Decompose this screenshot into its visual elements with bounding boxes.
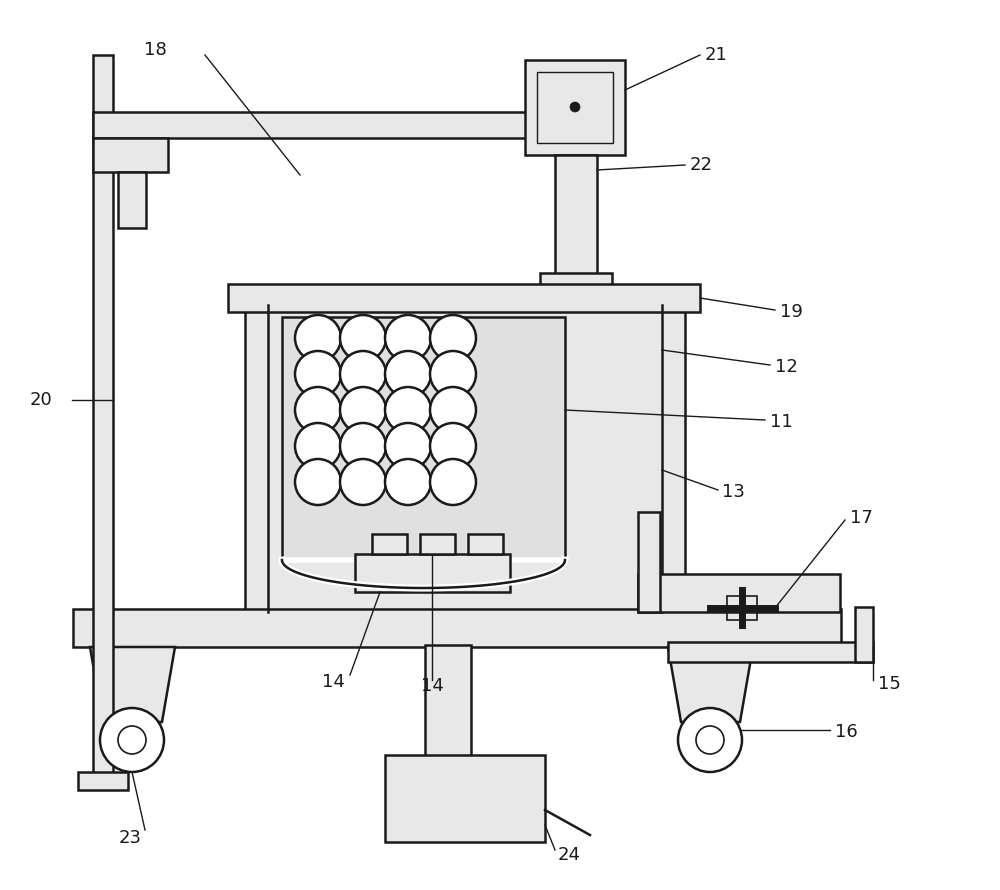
Text: 20: 20	[29, 391, 52, 409]
Text: 21: 21	[705, 46, 728, 64]
Circle shape	[385, 387, 431, 433]
Bar	[555, 155, 597, 282]
Bar	[355, 554, 510, 592]
Circle shape	[295, 387, 341, 433]
Circle shape	[100, 708, 164, 772]
Text: 14: 14	[421, 677, 443, 695]
Circle shape	[295, 459, 341, 505]
Bar	[540, 273, 612, 298]
Bar	[638, 574, 840, 612]
Bar	[73, 609, 841, 647]
Circle shape	[430, 387, 476, 433]
Bar	[525, 60, 625, 155]
Text: 13: 13	[722, 483, 745, 501]
Bar	[93, 112, 623, 138]
Polygon shape	[90, 647, 175, 722]
Circle shape	[295, 315, 341, 361]
Circle shape	[385, 423, 431, 469]
Text: 22: 22	[690, 156, 713, 174]
Circle shape	[696, 726, 724, 754]
Circle shape	[118, 726, 146, 754]
Bar	[468, 534, 503, 554]
Circle shape	[430, 459, 476, 505]
Bar	[93, 55, 113, 780]
Polygon shape	[668, 647, 753, 722]
Circle shape	[570, 102, 580, 112]
Circle shape	[430, 315, 476, 361]
Circle shape	[678, 708, 742, 772]
Text: 24: 24	[558, 846, 581, 864]
Text: 12: 12	[775, 358, 798, 376]
Bar	[420, 534, 455, 554]
Circle shape	[340, 423, 386, 469]
Bar	[425, 645, 471, 757]
Bar	[668, 642, 873, 662]
Bar	[93, 138, 168, 172]
Text: 17: 17	[850, 509, 873, 527]
Bar	[385, 755, 545, 842]
Bar	[537, 72, 613, 143]
Circle shape	[385, 315, 431, 361]
Text: 14: 14	[322, 673, 345, 691]
Circle shape	[340, 315, 386, 361]
Bar	[118, 172, 146, 228]
Circle shape	[385, 459, 431, 505]
Circle shape	[430, 351, 476, 397]
Bar	[727, 596, 757, 620]
Text: 16: 16	[835, 723, 858, 741]
Circle shape	[340, 351, 386, 397]
Circle shape	[385, 351, 431, 397]
Text: 11: 11	[770, 413, 793, 431]
Bar	[282, 317, 565, 560]
Bar	[78, 772, 128, 790]
Bar	[228, 284, 700, 312]
Text: 15: 15	[878, 675, 901, 693]
Circle shape	[340, 459, 386, 505]
Text: 19: 19	[780, 303, 803, 321]
Circle shape	[295, 423, 341, 469]
Text: 18: 18	[144, 41, 166, 59]
Text: 23: 23	[119, 829, 142, 847]
Bar	[855, 607, 873, 662]
Circle shape	[340, 387, 386, 433]
Circle shape	[295, 351, 341, 397]
Bar	[372, 534, 407, 554]
Bar	[638, 512, 660, 612]
Bar	[245, 305, 685, 612]
Circle shape	[430, 423, 476, 469]
